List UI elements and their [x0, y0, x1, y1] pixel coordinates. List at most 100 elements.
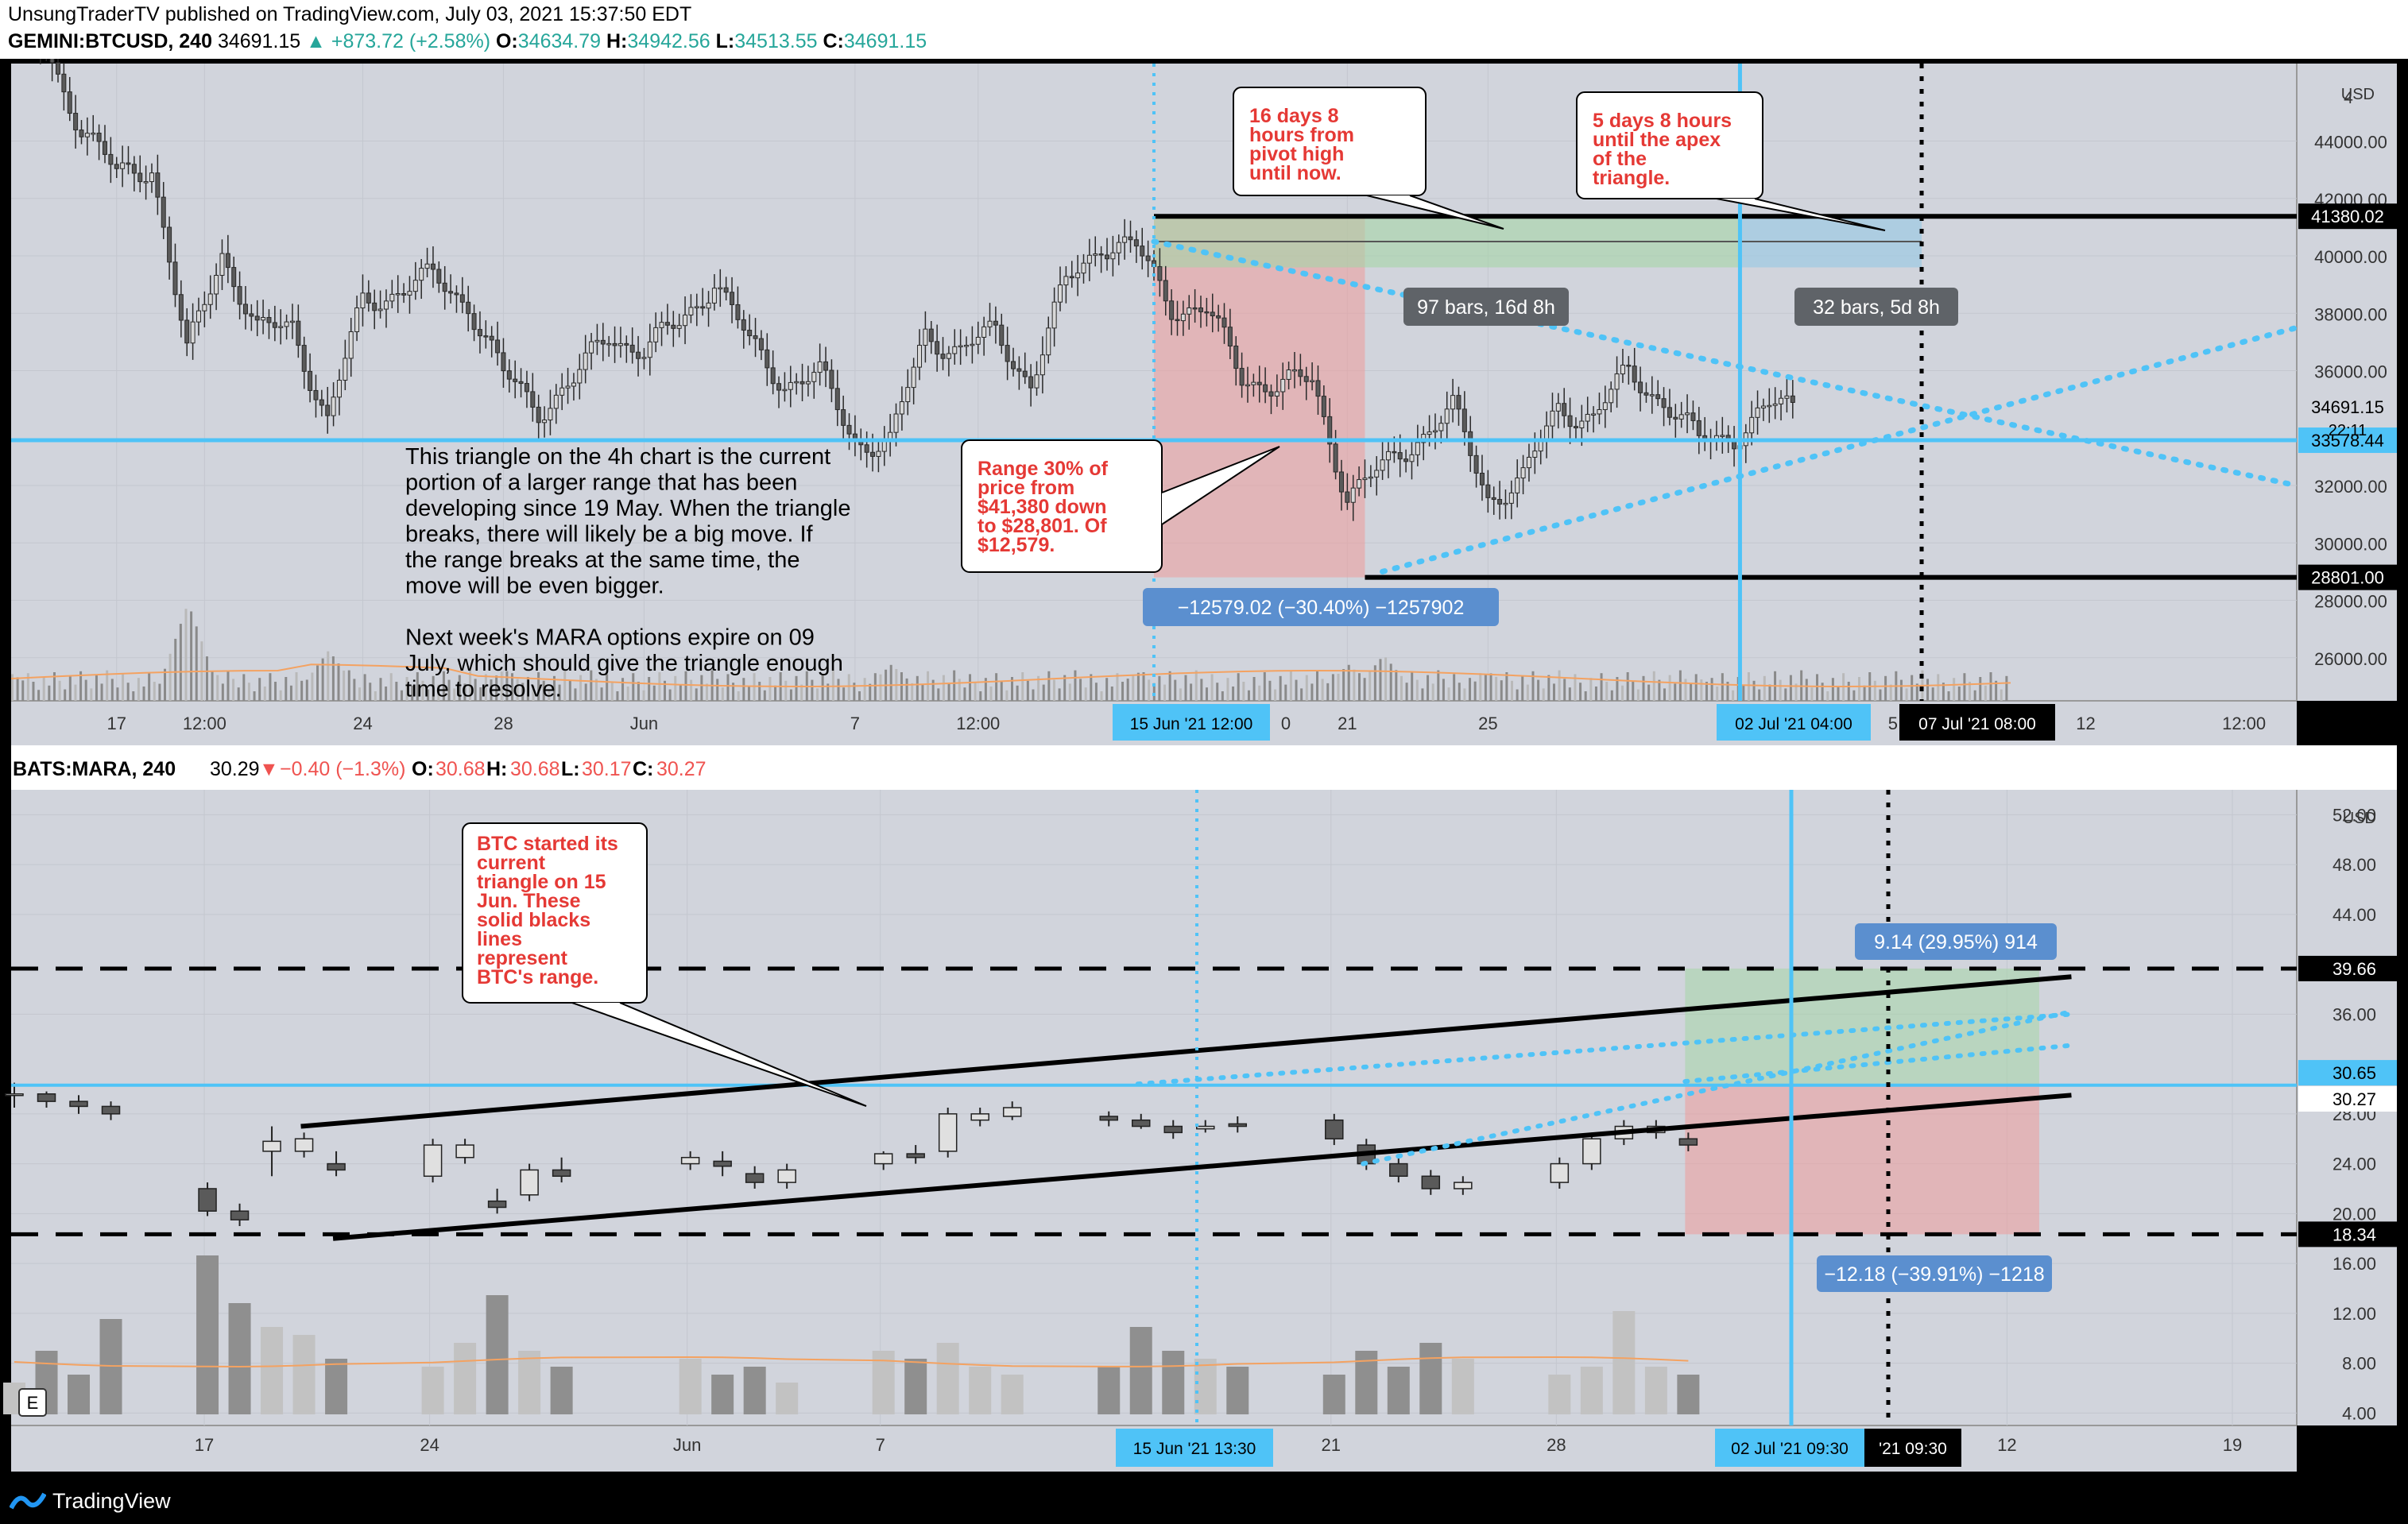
btc-candle-up: [1415, 442, 1420, 455]
mara-volume-bar: [1162, 1351, 1185, 1414]
btc-candle-down: [430, 263, 436, 270]
btc-volume-bar: [1552, 683, 1555, 701]
btc-candle-down: [1338, 471, 1344, 493]
btc-volume-bar: [1531, 671, 1535, 701]
charts-canvas[interactable]: 97 bars, 16d 8h 32 bars, 5d 8h −12579.02 (…: [0, 59, 2408, 1478]
high-label: H:: [606, 30, 628, 52]
btc-candle-down: [834, 388, 840, 411]
btc-volume-bar: [347, 670, 350, 701]
btc-price-axis[interactable]: [2297, 64, 2397, 701]
btc-volume-bar: [363, 674, 366, 701]
mara-candle-down: [487, 1200, 507, 1209]
btc-volume-bar: [1826, 691, 1829, 701]
btc-candle-down: [1216, 315, 1221, 319]
btc-volume-bar: [579, 675, 583, 701]
btc-volume-bar: [1678, 670, 1682, 701]
btc-volume-bar: [1205, 687, 1208, 701]
btc-candle-up: [120, 162, 126, 169]
btc-candle-down: [524, 383, 529, 393]
btc-volume-bar: [568, 679, 571, 701]
btc-candle-down: [993, 320, 998, 326]
btc-volume-bar: [269, 673, 272, 701]
btc-candle-down: [1192, 307, 1198, 310]
btc-volume-bar: [532, 685, 535, 701]
btc-volume-bar: [1326, 683, 1330, 701]
footer-brand[interactable]: TradingView: [52, 1489, 171, 1513]
btc-volume-bar: [1400, 675, 1403, 701]
btc-candle-down: [266, 317, 272, 323]
btc-volume-bar: [552, 675, 556, 701]
btc-candle-up: [559, 387, 565, 396]
btc-candle-down: [1315, 380, 1321, 397]
btc-candle-down: [1169, 300, 1175, 320]
btc-callout-pivot-box: [1233, 87, 1427, 196]
btc-candle-up: [1427, 431, 1432, 435]
mara-level-label: 18.34: [2333, 1224, 2376, 1244]
btc-candle-up: [905, 387, 911, 403]
btc-measure-label: −12579.02 (−30.40%) −1257902: [1178, 597, 1465, 619]
btc-volume-bar: [1247, 690, 1250, 701]
mara-close: 30.27: [656, 758, 707, 780]
btc-volume-bar: [179, 624, 182, 701]
btc-candle-down: [1562, 403, 1567, 416]
btc-candle-up: [1550, 410, 1555, 427]
tradingview-logo-icon[interactable]: [9, 1489, 47, 1511]
mara-volume-bar: [1612, 1311, 1636, 1414]
btc-volume-bar: [1357, 673, 1361, 701]
btc-candle-up: [688, 307, 694, 315]
mara-candle-down: [745, 1173, 765, 1183]
btc-volume-bar: [979, 691, 982, 701]
btc-volume-bar: [1794, 683, 1798, 701]
btc-candle-up: [1357, 479, 1362, 489]
btc-volume-bar: [664, 680, 667, 701]
btc-candle-down: [1690, 412, 1696, 421]
btc-candle-down: [1133, 239, 1139, 247]
symbol[interactable]: GEMINI:BTCUSD, 240: [8, 30, 212, 52]
btc-volume-bar: [1194, 670, 1198, 701]
close-label: C:: [823, 30, 844, 52]
mara-candle-down: [906, 1153, 925, 1158]
btc-volume-bar: [42, 677, 45, 701]
btc-volume-bar: [205, 656, 208, 701]
mara-candle-down: [198, 1188, 217, 1212]
btc-triangle-line: [1380, 324, 2300, 574]
btc-volume-bar: [1110, 687, 1113, 701]
btc-candle-up: [583, 352, 588, 370]
btc-time-marker-bg: [1899, 704, 2055, 741]
btc-volume-bar: [379, 678, 382, 701]
btc-candle-down: [401, 292, 407, 296]
btc-candle-up: [331, 396, 336, 416]
btc-candle-up: [190, 321, 196, 344]
btc-volume-bar: [1316, 670, 1319, 701]
btc-candle-up: [899, 401, 904, 415]
btc-volume-bar: [858, 691, 861, 701]
btc-volume-bar: [1931, 687, 1934, 701]
mara-volume-ma: [14, 1356, 1689, 1368]
btc-volume-bar: [916, 675, 919, 701]
btc-candle-down: [67, 91, 72, 114]
btc-candle-down: [823, 361, 829, 371]
btc-candle-up: [395, 292, 401, 296]
btc-candle-down: [436, 269, 442, 284]
btc-candle-up: [196, 310, 201, 323]
btc-volume-bar: [437, 684, 440, 701]
btc-volume-bar: [563, 671, 567, 701]
btc-volume-bar: [221, 683, 224, 701]
btc-volume-bar: [1610, 690, 1613, 701]
btc-candle-up: [1116, 242, 1121, 253]
earnings-badge-icon[interactable]: [18, 1388, 47, 1417]
btc-candle-up: [811, 372, 817, 382]
btc-candle-up: [694, 306, 699, 308]
mara-x-tick: Jun: [673, 1435, 701, 1455]
btc-volume-bar: [889, 664, 892, 701]
btc-x-tick: 12:00: [2222, 714, 2266, 733]
btc-note-line: breaks, there will likely be a big move.…: [405, 522, 813, 547]
btc-volume-bar: [963, 687, 966, 701]
btc-candle-up: [1538, 440, 1543, 452]
btc-candle-up: [641, 357, 647, 359]
btc-volume-bar: [716, 679, 719, 701]
btc-volume-bar: [1353, 669, 1356, 701]
btc-candle-down: [1175, 319, 1180, 322]
btc-candle-down: [1403, 458, 1409, 462]
btc-volume-bar: [1690, 683, 1693, 701]
